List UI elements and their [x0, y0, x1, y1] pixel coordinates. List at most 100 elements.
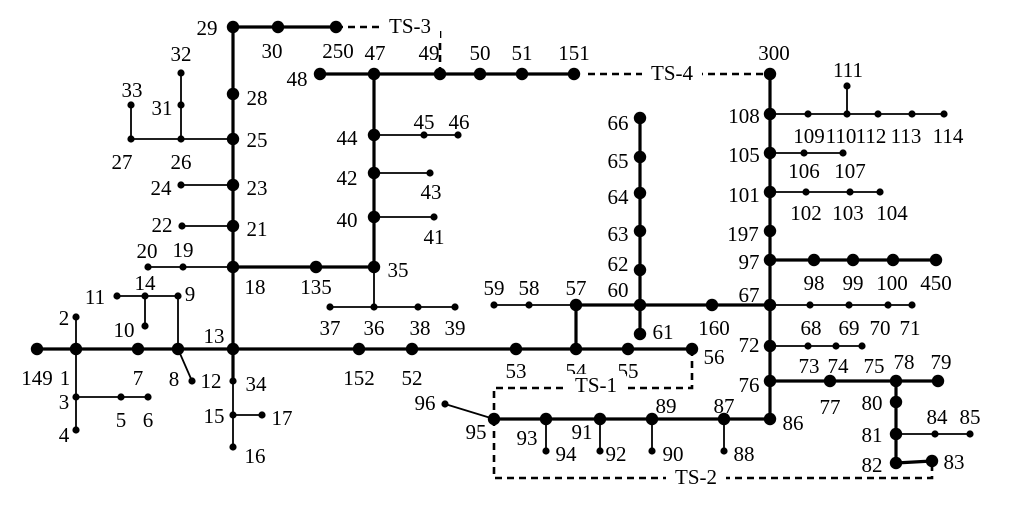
bus-node-108: [763, 107, 777, 121]
bus-node-93: [539, 412, 553, 426]
bus-label-100: 100: [876, 271, 908, 295]
bus-label-15: 15: [204, 404, 225, 428]
bus-label-88: 88: [734, 442, 755, 466]
bus-node-77: [823, 374, 837, 388]
tie-switch-label-3: TS-3: [389, 14, 431, 38]
bus-label-30: 30: [262, 39, 283, 63]
bus-node-41: [430, 213, 438, 221]
bus-label-57: 57: [566, 276, 587, 300]
bus-label-62: 62: [608, 252, 629, 276]
bus-node-82: [889, 456, 903, 470]
bus-label-12: 12: [201, 369, 222, 393]
bus-label-7: 7: [133, 366, 144, 390]
bus-label-44: 44: [337, 126, 359, 150]
bus-node-13: [226, 342, 240, 356]
bus-label-450: 450: [920, 271, 952, 295]
bus-label-56: 56: [704, 345, 725, 369]
bus-node-34: [229, 377, 237, 385]
bus-node-68: [806, 301, 814, 309]
bus-node-12: [188, 377, 196, 385]
bus-label-49: 49: [419, 41, 440, 65]
bus-node-19: [179, 263, 187, 271]
bus-label-13: 13: [204, 324, 225, 348]
bus-label-93: 93: [517, 426, 538, 450]
bus-node-37: [326, 303, 334, 311]
bus-node-75: [858, 342, 866, 350]
bus-label-25: 25: [247, 128, 268, 152]
bus-node-78: [889, 374, 903, 388]
bus-node-10: [141, 322, 149, 330]
bus-label-80: 80: [862, 391, 883, 415]
bus-label-70: 70: [870, 316, 891, 340]
bus-node-100: [886, 253, 900, 267]
bus-node-56: [685, 342, 699, 356]
tie-switch-label-2: TS-2: [675, 465, 717, 489]
bus-label-19: 19: [173, 238, 194, 262]
bus-node-60: [633, 298, 647, 312]
bus-node-151: [567, 67, 581, 81]
tie-switch-label-4: TS-4: [651, 61, 694, 85]
bus-node-103: [846, 188, 854, 196]
bus-label-149: 149: [21, 366, 53, 390]
bus-label-86: 86: [783, 411, 804, 435]
bus-label-90: 90: [663, 442, 684, 466]
bus-node-72: [763, 339, 777, 353]
bus-node-27: [127, 135, 135, 143]
bus-node-18: [226, 260, 240, 274]
bus-label-41: 41: [424, 225, 445, 249]
bus-label-95: 95: [466, 420, 487, 444]
bus-label-23: 23: [247, 176, 268, 200]
bus-node-25: [226, 132, 240, 146]
bus-label-1: 1: [60, 366, 71, 390]
bus-label-66: 66: [608, 111, 629, 135]
tie-switch-label-1: TS-1: [575, 373, 617, 397]
bus-label-71: 71: [900, 316, 921, 340]
bus-node-96: [441, 400, 449, 408]
bus-node-104: [876, 188, 884, 196]
bus-label-45: 45: [414, 110, 435, 134]
bus-label-151: 151: [558, 41, 590, 65]
bus-label-27: 27: [112, 150, 133, 174]
bus-node-35: [367, 260, 381, 274]
bus-node-11: [113, 292, 121, 300]
bus-label-69: 69: [839, 316, 860, 340]
bus-label-38: 38: [410, 316, 431, 340]
bus-node-53: [509, 342, 523, 356]
bus-node-97: [763, 253, 777, 267]
bus-label-5: 5: [116, 408, 127, 432]
bus-node-450: [929, 253, 943, 267]
bus-node-87: [717, 412, 731, 426]
bus-node-98: [807, 253, 821, 267]
bus-label-36: 36: [364, 316, 385, 340]
bus-node-99: [846, 253, 860, 267]
bus-label-91: 91: [572, 420, 593, 444]
bus-label-40: 40: [337, 208, 358, 232]
bus-label-59: 59: [484, 276, 505, 300]
bus-label-16: 16: [245, 444, 266, 468]
bus-node-86: [763, 412, 777, 426]
tie-switch-label-bg-4: [642, 62, 702, 86]
tie-switch-label-layer: TS-1 TS-2 TS-3 TS-4: [380, 14, 726, 490]
bus-node-50: [473, 67, 487, 81]
bus-node-90: [648, 447, 656, 455]
bus-node-4: [72, 426, 80, 434]
bus-label-300: 300: [758, 41, 790, 65]
bus-node-69: [845, 301, 853, 309]
bus-node-22: [178, 222, 186, 230]
bus-node-45: [420, 131, 428, 139]
bus-label-50: 50: [470, 41, 491, 65]
bus-label-68: 68: [801, 316, 822, 340]
bus-node-107: [839, 149, 847, 157]
bus-node-73: [804, 342, 812, 350]
bus-label-135: 135: [300, 275, 332, 299]
bus-label-53: 53: [506, 359, 527, 383]
bus-node-47: [367, 67, 381, 81]
bus-label-76: 76: [739, 373, 760, 397]
bus-node-95: [487, 412, 501, 426]
bus-label-101: 101: [728, 183, 760, 207]
bus-label-9: 9: [185, 282, 196, 306]
bus-label-35: 35: [388, 258, 409, 282]
bus-node-70: [884, 301, 892, 309]
bus-node-24: [177, 181, 185, 189]
